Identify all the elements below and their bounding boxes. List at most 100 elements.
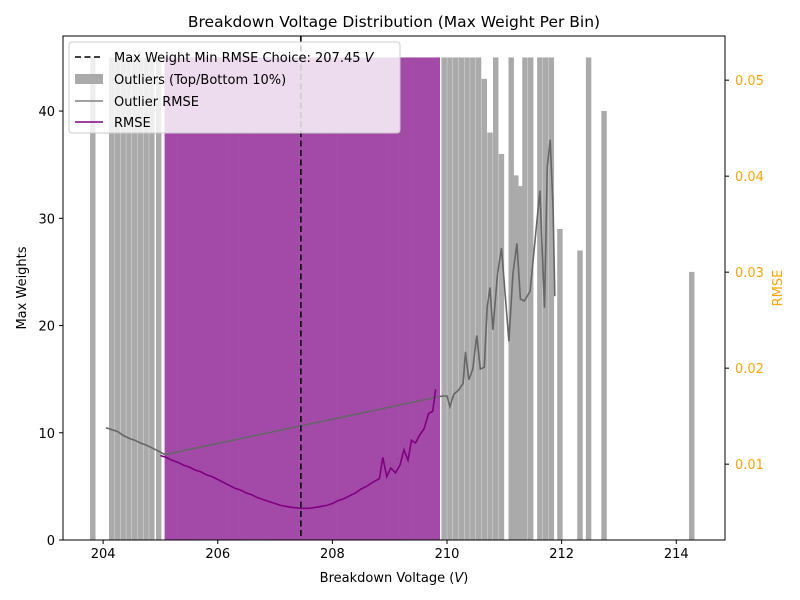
main-bar xyxy=(330,57,337,540)
main-bar xyxy=(325,57,332,540)
main-bar xyxy=(411,57,418,540)
y2-axis-ticks: 0.01 0.02 0.03 0.04 0.05 xyxy=(725,74,764,473)
main-bar xyxy=(416,57,423,540)
main-bar xyxy=(221,57,228,540)
main-bar xyxy=(296,57,303,540)
outlier-bar xyxy=(481,78,487,540)
main-bar xyxy=(405,57,412,540)
main-bar xyxy=(170,57,177,540)
y2-tick-label: 0.04 xyxy=(735,170,764,185)
main-bar xyxy=(399,57,406,540)
outlier-bar xyxy=(108,57,115,540)
outlier-bar xyxy=(513,175,519,541)
legend-outlier-swatch xyxy=(75,74,103,84)
x-axis-ticks: 204 206 208 210 212 214 xyxy=(91,540,689,562)
main-bar xyxy=(204,57,211,540)
legend-choice-label-unit: V xyxy=(365,51,375,66)
main-bar xyxy=(181,57,188,540)
main-bar xyxy=(176,57,183,540)
outlier-bar xyxy=(487,132,493,541)
y2-axis-label: RMSE xyxy=(771,270,786,307)
main-bar xyxy=(382,57,389,540)
outlier-bar xyxy=(155,57,162,540)
x-tick-label: 210 xyxy=(435,547,460,562)
legend-outlier-rmse-label: Outlier RMSE xyxy=(114,95,199,110)
y-tick-label: 20 xyxy=(38,320,55,335)
main-bar xyxy=(262,57,269,540)
outlier-bar xyxy=(447,57,453,540)
x-tick-label: 214 xyxy=(664,547,689,562)
main-bar xyxy=(233,57,240,540)
outlier-bar xyxy=(601,111,607,540)
main-bar xyxy=(187,57,194,540)
main-bar xyxy=(342,57,349,540)
legend-box xyxy=(68,41,401,134)
x-axis-label-tail: ) xyxy=(463,571,468,586)
legend-rmse-label: RMSE xyxy=(114,116,151,131)
y2-tick-label: 0.05 xyxy=(735,74,764,89)
main-bar xyxy=(307,57,314,540)
main-bar xyxy=(376,57,383,540)
main-bar xyxy=(164,57,171,540)
outlier-bar xyxy=(689,271,695,540)
main-bar xyxy=(210,57,217,540)
main-bar xyxy=(227,57,234,540)
main-bar xyxy=(422,57,429,540)
x-axis-label: Breakdown Voltage (V) xyxy=(320,571,469,586)
outlier-bar xyxy=(452,57,459,540)
x-axis-label-text: Breakdown Voltage ( xyxy=(320,571,455,586)
y-tick-label: 40 xyxy=(38,105,55,120)
y-axis-label: Max Weights xyxy=(15,246,30,329)
outlier-rmse-line xyxy=(105,139,556,456)
main-bar xyxy=(244,57,251,540)
main-bar xyxy=(388,57,395,540)
x-tick-label: 206 xyxy=(205,547,230,562)
main-bar xyxy=(239,57,246,540)
y2-tick-label: 0.01 xyxy=(735,458,764,473)
y-tick-label: 0 xyxy=(47,534,55,549)
legend-choice-label: Max Weight Min RMSE Choice: 207.45 V xyxy=(114,51,375,66)
main-bar xyxy=(290,57,297,540)
outlier-bar xyxy=(120,57,126,540)
main-bar xyxy=(336,57,343,540)
main-bar xyxy=(279,57,286,540)
outlier-bar xyxy=(131,57,138,540)
main-bar xyxy=(348,57,355,540)
legend-choice-label-text: Max Weight Min RMSE Choice: 207.45 xyxy=(114,51,365,66)
main-bar xyxy=(428,57,435,540)
main-bar xyxy=(353,57,360,540)
main-bar xyxy=(319,57,326,540)
main-bar xyxy=(267,57,274,540)
chart-title: Breakdown Voltage Distribution (Max Weig… xyxy=(188,13,600,31)
x-axis-label-unit: V xyxy=(454,571,464,586)
outlier-bar xyxy=(114,57,121,540)
legend: Max Weight Min RMSE Choice: 207.45 V Out… xyxy=(68,41,401,134)
outlier-bar xyxy=(458,57,465,540)
outlier-bar xyxy=(149,57,155,540)
y-tick-label: 10 xyxy=(38,427,55,442)
main-bar xyxy=(250,57,257,540)
main-bar xyxy=(193,57,200,540)
rmse-line xyxy=(160,389,437,510)
main-bar xyxy=(433,57,441,540)
outlier-bar xyxy=(126,57,132,540)
outlier-bar xyxy=(475,57,482,540)
main-bar xyxy=(359,57,366,540)
y-axis-ticks: 0 10 20 30 40 xyxy=(38,105,63,549)
plot-frame xyxy=(62,35,726,541)
main-bar xyxy=(273,57,280,540)
outlier-bar xyxy=(137,57,144,540)
outlier-bar xyxy=(542,57,549,540)
main-bar xyxy=(198,57,206,540)
x-tick-label: 212 xyxy=(549,547,574,562)
legend-outlier-label: Outliers (Top/Bottom 10%) xyxy=(114,73,286,88)
main-bar xyxy=(216,57,223,540)
outlier-bar xyxy=(90,57,96,540)
x-tick-label: 204 xyxy=(91,547,116,562)
y2-tick-label: 0.03 xyxy=(735,266,764,281)
main-bar xyxy=(393,57,400,540)
outlier-bar xyxy=(557,229,563,540)
outlier-bar xyxy=(527,57,534,540)
outlier-bar xyxy=(537,57,543,540)
